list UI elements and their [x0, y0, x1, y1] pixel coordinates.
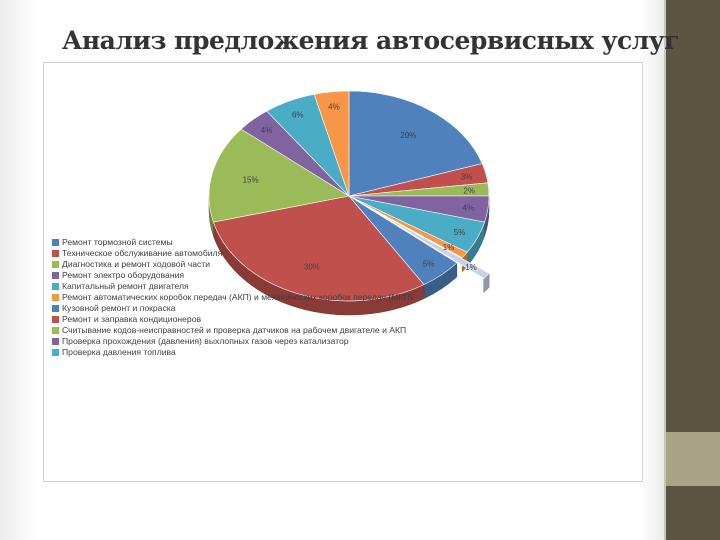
slide-side-accent — [666, 432, 720, 486]
legend-label-7: Ремонт и заправка кондиционеров — [62, 314, 202, 324]
legend-label-2: Диагностика и ремонт ходовой части — [62, 259, 211, 269]
pie-slice-0 — [348, 90, 483, 197]
pie-data-label-0: 20% — [400, 131, 416, 140]
legend-item-6: Кузовной ремонт и покраска — [52, 303, 472, 314]
pie-data-label-11: 6% — [292, 110, 304, 119]
pie-slice-8 — [213, 195, 425, 302]
legend-swatch-6 — [52, 305, 59, 312]
pie-data-label-3: 4% — [463, 203, 475, 212]
legend-label-1: Техническое обслуживание автомобиля — [62, 248, 223, 258]
legend-swatch-2 — [52, 261, 59, 268]
pie-data-label-9: 15% — [243, 176, 259, 185]
pie-data-label-4: 5% — [454, 228, 466, 237]
legend-item-3: Ремонт электро оборудования — [52, 270, 472, 281]
chart-legend: Ремонт тормозной системы Техническое обсл… — [52, 237, 472, 358]
legend-label-6: Кузовной ремонт и покраска — [62, 303, 176, 313]
pie-slice-12 — [313, 90, 350, 197]
legend-swatch-5 — [52, 294, 59, 301]
pie-slice-9 — [208, 128, 350, 223]
legend-swatch-4 — [52, 283, 59, 290]
pie-data-label-8: 30% — [304, 262, 320, 271]
slide-title: Анализ предложения автосервисных услуг — [62, 26, 680, 55]
legend-swatch-8 — [52, 327, 59, 334]
legend-label-8: Считывание кодов-неисправностей и провер… — [62, 325, 407, 335]
pie-slice-5 — [348, 195, 468, 259]
legend-item-10: Проверка давления топлива — [52, 347, 472, 358]
legend-item-4: Капитальный ремонт двигателя — [52, 281, 472, 292]
pie-data-label-7: 5% — [423, 260, 435, 269]
legend-item-7: Ремонт и заправка кондиционеров — [52, 314, 472, 325]
legend-item-9: Проверка прохождения (давления) выхлопны… — [52, 336, 472, 347]
legend-label-4: Капитальный ремонт двигателя — [62, 281, 189, 291]
legend-label-5: Ремонт автоматических коробок передач (А… — [62, 292, 413, 302]
pie-data-label-5: 1% — [443, 243, 455, 252]
legend-label-3: Ремонт электро оборудования — [62, 270, 185, 280]
legend-swatch-3 — [52, 272, 59, 279]
legend-swatch-7 — [52, 316, 59, 323]
legend-swatch-0 — [52, 239, 59, 246]
legend-swatch-9 — [52, 338, 59, 345]
legend-item-2: Диагностика и ремонт ходовой части — [52, 259, 472, 270]
legend-item-8: Считывание кодов-неисправностей и провер… — [52, 325, 472, 336]
pie-chart: 20% 3% 2% 4% 5% 1% 1% 5% 30% 15% 4% 6% 4% — [208, 90, 490, 316]
legend-swatch-1 — [52, 250, 59, 257]
slide-divider-line — [664, 0, 666, 540]
pie-data-label-2: 2% — [463, 186, 475, 195]
legend-swatch-10 — [52, 349, 59, 356]
pie-data-label-10: 4% — [261, 126, 273, 135]
chart-frame: 20% 3% 2% 4% 5% 1% 1% 5% 30% 15% 4% 6% 4% — [43, 62, 643, 482]
legend-item-0: Ремонт тормозной системы — [52, 237, 472, 248]
legend-label-0: Ремонт тормозной системы — [62, 237, 173, 247]
legend-item-5: Ремонт автоматических коробок передач (А… — [52, 292, 472, 303]
legend-item-1: Техническое обслуживание автомобиля — [52, 248, 472, 259]
legend-label-9: Проверка прохождения (давления) выхлопны… — [62, 336, 349, 346]
pie-slice-6 — [375, 211, 490, 279]
pie-data-label-12: 4% — [328, 102, 340, 111]
pie-data-label-1: 3% — [461, 172, 473, 181]
legend-label-10: Проверка давления топлива — [62, 347, 176, 357]
pie-data-label-6: 1% — [465, 263, 477, 272]
